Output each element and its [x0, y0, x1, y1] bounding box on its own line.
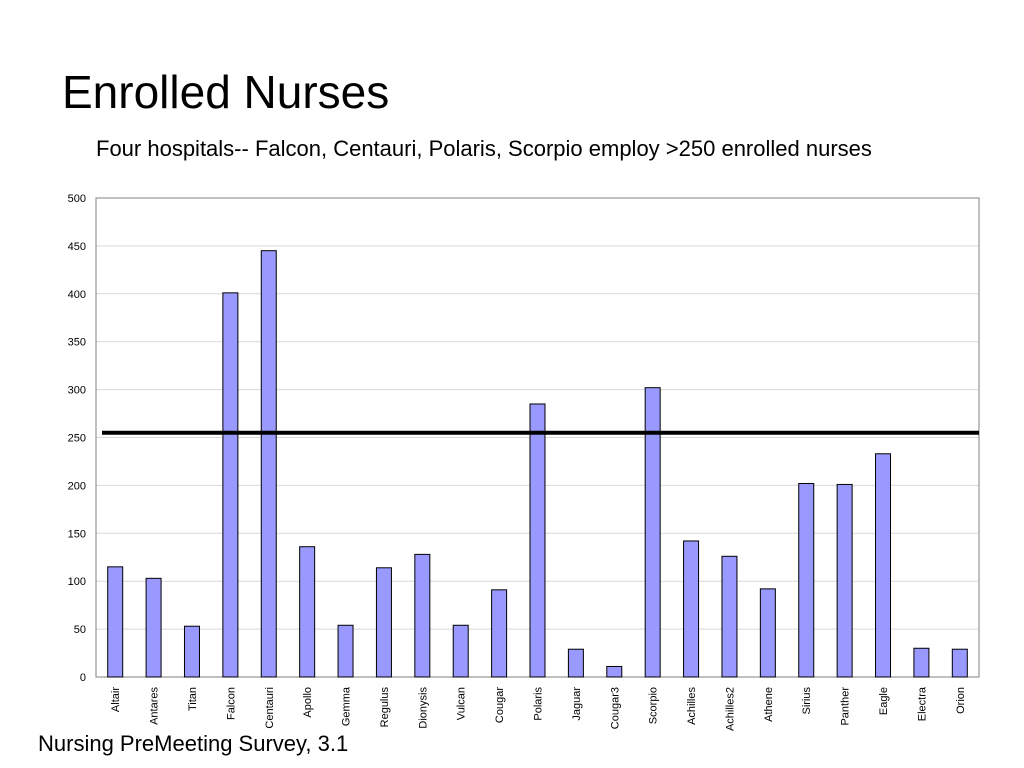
- x-tick-label: Electra: [916, 686, 928, 721]
- x-tick-label: Achilles: [686, 687, 698, 725]
- y-tick-label: 350: [68, 337, 86, 349]
- bar-eagle: [875, 453, 892, 678]
- x-tick-label: Apollo: [302, 687, 314, 718]
- bar-cougar3: [606, 665, 623, 678]
- x-tick-label: Orion: [955, 687, 967, 714]
- x-tick-label: Scorpio: [648, 687, 660, 724]
- bar-scorpio: [644, 387, 661, 678]
- y-tick-label: 300: [68, 385, 86, 397]
- x-tick-label: Altair: [110, 687, 122, 712]
- x-tick-label: Vulcan: [456, 687, 468, 720]
- bar-vulcan: [452, 624, 469, 678]
- bar-athene: [759, 588, 776, 678]
- x-tick-label: Falcon: [225, 687, 237, 720]
- x-tick-label: Eagle: [878, 687, 890, 715]
- bar-panther: [836, 483, 853, 678]
- x-tick-label: Polaris: [533, 687, 545, 721]
- bar-orion: [951, 648, 968, 678]
- footer-note: Nursing PreMeeting Survey, 3.1: [38, 731, 349, 756]
- bar-apollo: [299, 546, 316, 678]
- bar-achilles: [683, 540, 700, 678]
- x-tick-label: Centauri: [264, 687, 276, 729]
- bar-polaris: [529, 403, 546, 678]
- x-tick-label: Antares: [149, 687, 161, 725]
- y-tick-label: 100: [68, 576, 86, 588]
- x-tick-label: Dionysis: [417, 687, 429, 729]
- bar-dionysis: [414, 553, 431, 678]
- bar-cougar: [491, 589, 508, 678]
- y-tick-label: 150: [68, 528, 86, 540]
- y-tick-label: 50: [74, 624, 86, 636]
- bar-regulus: [375, 567, 392, 678]
- bar-jaguar: [567, 648, 584, 678]
- x-tick-label: Athene: [763, 687, 775, 722]
- bar-titan: [183, 625, 200, 678]
- x-tick-label: Sirius: [801, 687, 813, 715]
- bar-falcon: [222, 292, 239, 678]
- y-tick-label: 500: [68, 193, 86, 205]
- y-tick-label: 450: [68, 241, 86, 253]
- x-tick-label: Regulus: [379, 687, 391, 728]
- bar-electra: [913, 647, 930, 678]
- bars: [107, 250, 968, 678]
- y-tick-label: 200: [68, 480, 86, 492]
- slide-title: Enrolled Nurses: [62, 66, 390, 118]
- chart-subtitle: Four hospitals-- Falcon, Centauri, Polar…: [96, 136, 872, 161]
- x-tick-label: Titan: [187, 687, 199, 711]
- y-tick-label: 0: [80, 672, 86, 684]
- bar-achilles2: [721, 555, 738, 678]
- bar-sirius: [798, 482, 815, 678]
- x-tick-label: Cougar: [494, 687, 506, 723]
- bar-altair: [107, 566, 124, 678]
- y-tick-label: 400: [68, 289, 86, 301]
- x-tick-label: Jaguar: [571, 687, 583, 721]
- y-axis-ticks: 0 50 100 150 200 250 300 350 400 450 500: [68, 193, 86, 684]
- bar-gemma: [337, 624, 354, 678]
- x-tick-label: Achilles2: [724, 687, 736, 731]
- y-tick-label: 250: [68, 433, 86, 445]
- x-tick-label: Cougar3: [609, 687, 621, 729]
- x-tick-label: Panther: [840, 687, 852, 726]
- x-tick-label: Gemma: [341, 686, 353, 726]
- bar-antares: [145, 577, 162, 678]
- bar-centauri: [260, 250, 277, 678]
- x-axis-labels: Altair Antares Titan Falcon Centauri Apollo Ge…: [110, 686, 967, 731]
